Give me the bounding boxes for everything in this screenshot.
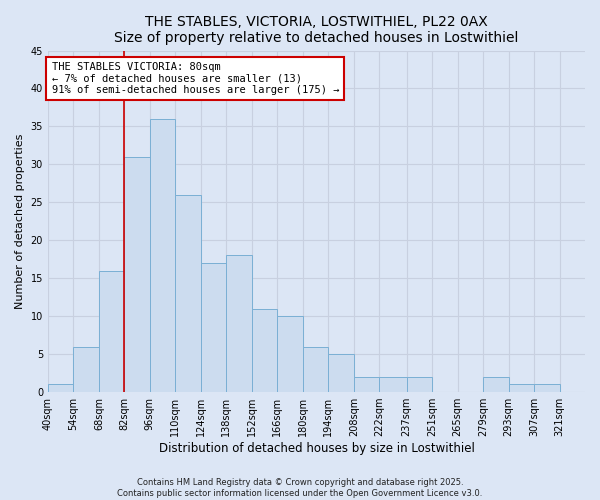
Bar — [483, 377, 509, 392]
Bar — [379, 377, 407, 392]
Bar — [99, 270, 124, 392]
Bar — [252, 308, 277, 392]
Bar — [73, 346, 99, 392]
Bar — [124, 157, 150, 392]
Bar — [175, 194, 201, 392]
Text: THE STABLES VICTORIA: 80sqm
← 7% of detached houses are smaller (13)
91% of semi: THE STABLES VICTORIA: 80sqm ← 7% of deta… — [52, 62, 339, 95]
Bar — [150, 119, 175, 392]
Bar — [201, 263, 226, 392]
Bar — [509, 384, 534, 392]
Bar — [277, 316, 303, 392]
Title: THE STABLES, VICTORIA, LOSTWITHIEL, PL22 0AX
Size of property relative to detach: THE STABLES, VICTORIA, LOSTWITHIEL, PL22… — [114, 15, 518, 45]
Bar — [407, 377, 432, 392]
X-axis label: Distribution of detached houses by size in Lostwithiel: Distribution of detached houses by size … — [158, 442, 475, 455]
Bar — [354, 377, 379, 392]
Bar — [303, 346, 328, 392]
Bar — [328, 354, 354, 392]
Y-axis label: Number of detached properties: Number of detached properties — [15, 134, 25, 309]
Bar — [534, 384, 560, 392]
Bar — [226, 256, 252, 392]
Bar — [48, 384, 73, 392]
Text: Contains HM Land Registry data © Crown copyright and database right 2025.
Contai: Contains HM Land Registry data © Crown c… — [118, 478, 482, 498]
